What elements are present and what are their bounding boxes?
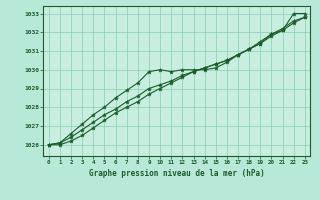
X-axis label: Graphe pression niveau de la mer (hPa): Graphe pression niveau de la mer (hPa): [89, 169, 265, 178]
